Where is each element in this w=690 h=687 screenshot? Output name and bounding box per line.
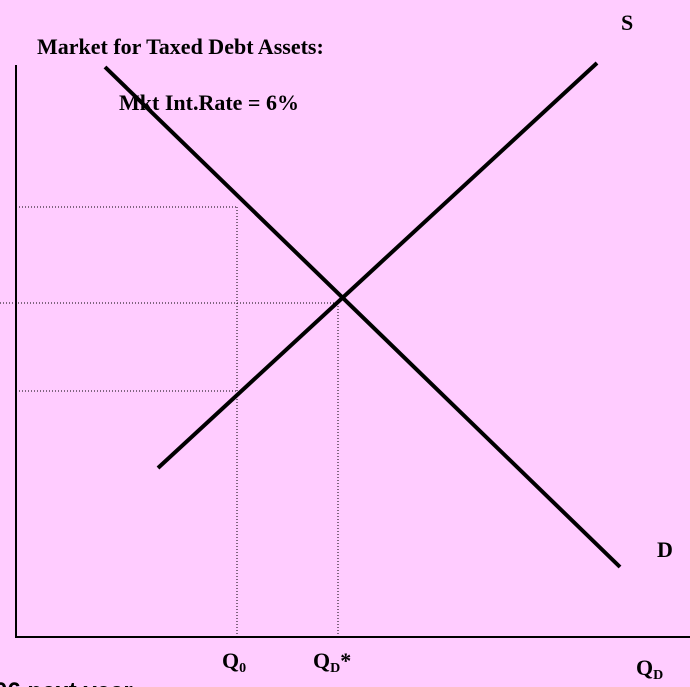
- title: Market for Taxed Debt Assets:: [37, 34, 324, 59]
- demand-label: D: [657, 537, 673, 562]
- footer-text: 06 next year: [0, 678, 133, 687]
- x-label: QD: [636, 655, 663, 683]
- x-label: QD*: [313, 648, 351, 676]
- x-label: Q0: [222, 648, 246, 676]
- supply-curve: [156, 61, 599, 470]
- demand-curve: [103, 65, 622, 569]
- subtitle: Mkt Int.Rate = 6%: [119, 90, 299, 115]
- supply-label: S: [621, 10, 633, 35]
